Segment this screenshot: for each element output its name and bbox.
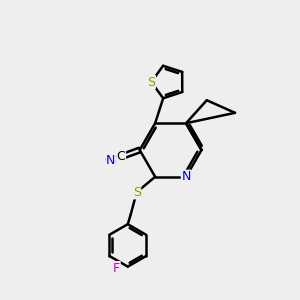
Text: F: F — [113, 262, 120, 275]
Text: C: C — [117, 150, 125, 163]
Text: S: S — [133, 186, 141, 199]
Text: S: S — [147, 76, 155, 88]
Text: N: N — [106, 154, 115, 167]
Text: N: N — [182, 170, 191, 183]
